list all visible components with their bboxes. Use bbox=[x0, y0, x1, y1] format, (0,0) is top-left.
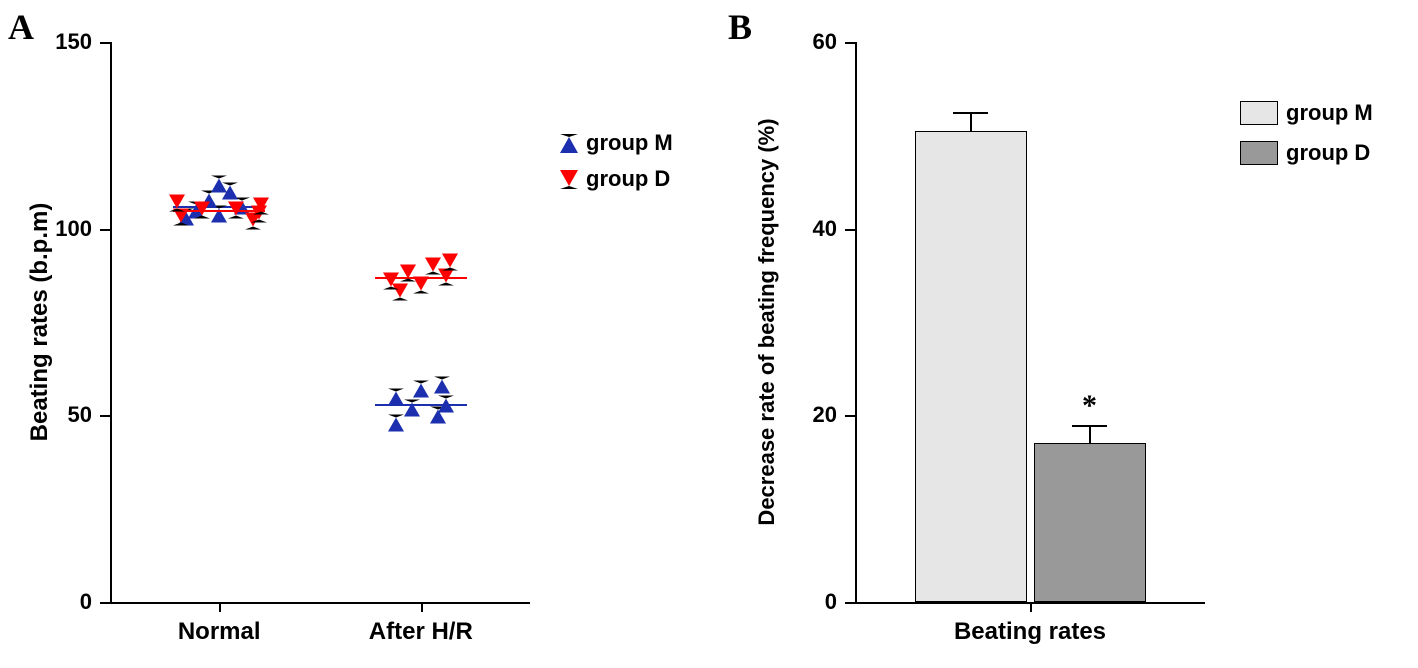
y-axis bbox=[855, 42, 857, 602]
y-tick-label: 60 bbox=[787, 29, 837, 55]
legend-label: group D bbox=[586, 166, 670, 192]
data-marker-group-m bbox=[211, 205, 227, 222]
x-tick-label: Beating rates bbox=[954, 618, 1106, 646]
significance-marker: * bbox=[1082, 389, 1097, 423]
x-tick bbox=[421, 602, 423, 612]
x-tick bbox=[1030, 602, 1032, 612]
data-marker-group-d bbox=[253, 198, 269, 215]
error-bar bbox=[970, 112, 972, 131]
data-marker-group-d bbox=[400, 265, 416, 282]
y-tick bbox=[100, 602, 110, 604]
data-marker-group-m bbox=[413, 381, 429, 398]
y-tick bbox=[845, 229, 855, 231]
bar-group-d bbox=[1034, 443, 1146, 602]
legend-item: group M bbox=[560, 130, 673, 156]
data-marker-group-m bbox=[434, 377, 450, 394]
panel-label-b: B bbox=[728, 6, 752, 48]
legend-item: group D bbox=[560, 166, 670, 192]
data-marker-group-m bbox=[388, 414, 404, 431]
y-tick bbox=[845, 602, 855, 604]
data-marker-group-d bbox=[383, 272, 399, 289]
data-marker-group-m bbox=[438, 396, 454, 413]
legend-item: group D bbox=[1240, 140, 1370, 166]
x-axis bbox=[110, 602, 530, 604]
y-tick-label: 20 bbox=[787, 402, 837, 428]
data-marker-group-d bbox=[169, 194, 185, 211]
y-tick bbox=[845, 415, 855, 417]
y-tick bbox=[845, 42, 855, 44]
y-tick bbox=[100, 229, 110, 231]
legend-item: group M bbox=[1240, 100, 1373, 126]
data-marker-group-m bbox=[388, 388, 404, 405]
y-axis-title: Decrease rate of beating frequency (%) bbox=[754, 118, 780, 525]
error-cap bbox=[1072, 425, 1107, 427]
legend-label: group M bbox=[586, 130, 673, 156]
data-marker-group-d bbox=[228, 202, 244, 219]
y-tick bbox=[100, 42, 110, 44]
error-bar bbox=[1089, 425, 1091, 444]
error-cap bbox=[953, 112, 988, 114]
data-marker-group-m bbox=[404, 399, 420, 416]
legend-label: group D bbox=[1286, 140, 1370, 166]
y-tick-label: 0 bbox=[42, 589, 92, 615]
y-axis-title: Beating rates (b.p.m) bbox=[26, 203, 54, 442]
data-marker-group-d bbox=[442, 254, 458, 271]
y-axis bbox=[110, 42, 112, 602]
y-tick bbox=[100, 415, 110, 417]
data-marker-group-d bbox=[425, 258, 441, 275]
legend-marker-m-icon bbox=[560, 134, 578, 153]
bar-group-m bbox=[915, 131, 1027, 602]
legend-swatch-icon bbox=[1240, 141, 1278, 165]
data-marker-group-d bbox=[194, 202, 210, 219]
y-tick-label: 40 bbox=[787, 216, 837, 242]
y-tick-label: 150 bbox=[42, 29, 92, 55]
x-tick bbox=[219, 602, 221, 612]
legend-marker-d-icon bbox=[560, 170, 578, 189]
data-marker-group-d bbox=[173, 209, 189, 226]
legend-swatch-icon bbox=[1240, 101, 1278, 125]
y-tick-label: 0 bbox=[787, 589, 837, 615]
x-tick-label: After H/R bbox=[369, 618, 473, 646]
legend-label: group M bbox=[1286, 100, 1373, 126]
data-marker-group-m bbox=[211, 175, 227, 192]
x-tick-label: Normal bbox=[178, 618, 261, 646]
panel-label-a: A bbox=[8, 6, 34, 48]
